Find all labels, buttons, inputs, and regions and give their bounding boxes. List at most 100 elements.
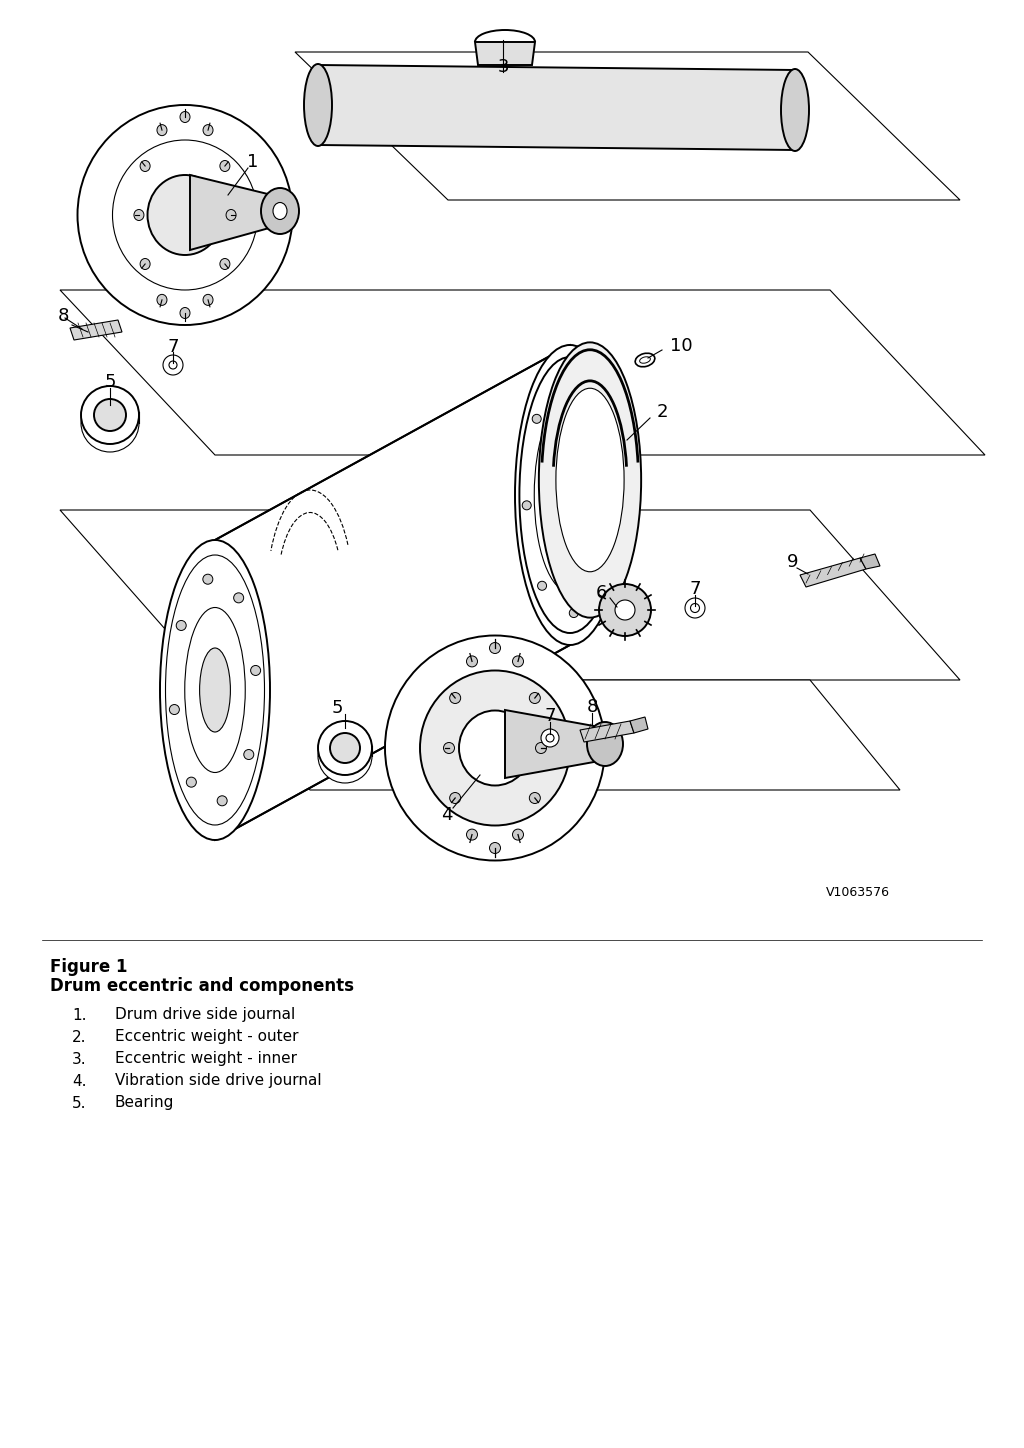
Ellipse shape — [200, 649, 230, 733]
Text: 7: 7 — [167, 337, 179, 356]
Text: Eccentric weight - inner: Eccentric weight - inner — [115, 1051, 297, 1067]
Text: 2: 2 — [657, 403, 669, 421]
Text: Eccentric weight - outer: Eccentric weight - outer — [115, 1030, 299, 1044]
Ellipse shape — [160, 540, 270, 840]
Text: 1.: 1. — [72, 1008, 86, 1022]
Ellipse shape — [318, 728, 372, 783]
Text: 4.: 4. — [72, 1073, 86, 1089]
Polygon shape — [800, 557, 866, 586]
Polygon shape — [860, 555, 880, 569]
Ellipse shape — [180, 111, 190, 123]
Polygon shape — [60, 290, 985, 455]
Text: V1063576: V1063576 — [826, 886, 890, 899]
Text: 7: 7 — [544, 707, 556, 725]
Text: Drum drive side journal: Drum drive side journal — [115, 1008, 295, 1022]
Ellipse shape — [385, 636, 605, 860]
Ellipse shape — [203, 125, 213, 136]
Polygon shape — [630, 717, 648, 733]
Text: 3: 3 — [498, 58, 509, 75]
Ellipse shape — [233, 592, 244, 602]
Ellipse shape — [81, 394, 139, 452]
Ellipse shape — [450, 792, 461, 804]
Ellipse shape — [467, 656, 477, 668]
Polygon shape — [505, 710, 605, 778]
Ellipse shape — [556, 388, 624, 572]
Polygon shape — [220, 681, 900, 791]
Text: Bearing: Bearing — [115, 1096, 174, 1111]
Ellipse shape — [512, 656, 523, 668]
Ellipse shape — [186, 778, 197, 788]
Ellipse shape — [220, 259, 230, 269]
Ellipse shape — [304, 64, 332, 146]
Polygon shape — [475, 42, 535, 65]
Ellipse shape — [163, 355, 183, 375]
Ellipse shape — [467, 830, 477, 840]
Ellipse shape — [113, 140, 257, 290]
Text: 5.: 5. — [72, 1096, 86, 1111]
Ellipse shape — [140, 259, 151, 269]
Ellipse shape — [541, 728, 559, 747]
Ellipse shape — [78, 106, 293, 324]
Text: Figure 1: Figure 1 — [50, 959, 128, 976]
Ellipse shape — [522, 501, 531, 510]
Ellipse shape — [251, 666, 261, 675]
Text: 9: 9 — [787, 553, 799, 571]
Ellipse shape — [599, 584, 651, 636]
Ellipse shape — [203, 575, 213, 584]
Ellipse shape — [536, 743, 547, 753]
Ellipse shape — [176, 621, 186, 630]
Ellipse shape — [203, 294, 213, 306]
Ellipse shape — [134, 210, 144, 220]
Ellipse shape — [318, 721, 372, 775]
Ellipse shape — [562, 372, 570, 381]
Ellipse shape — [169, 705, 179, 714]
Text: 8: 8 — [587, 698, 598, 715]
Text: 7: 7 — [689, 581, 700, 598]
Text: 8: 8 — [57, 307, 69, 324]
Ellipse shape — [635, 353, 654, 366]
Text: 5: 5 — [331, 699, 343, 717]
Ellipse shape — [529, 792, 541, 804]
Polygon shape — [318, 65, 795, 151]
Ellipse shape — [261, 188, 299, 235]
Ellipse shape — [459, 711, 531, 785]
Text: 2.: 2. — [72, 1030, 86, 1044]
Polygon shape — [215, 345, 570, 840]
Polygon shape — [70, 320, 122, 340]
Ellipse shape — [443, 743, 455, 753]
Ellipse shape — [217, 796, 227, 805]
Text: 10: 10 — [670, 337, 692, 355]
Ellipse shape — [615, 599, 635, 620]
Text: Drum eccentric and components: Drum eccentric and components — [50, 977, 354, 995]
Text: 5: 5 — [104, 374, 116, 391]
Ellipse shape — [512, 830, 523, 840]
Ellipse shape — [157, 125, 167, 136]
Ellipse shape — [244, 750, 254, 760]
Polygon shape — [295, 52, 961, 200]
Ellipse shape — [546, 734, 554, 741]
Text: 6: 6 — [595, 584, 606, 602]
Ellipse shape — [330, 733, 360, 763]
Ellipse shape — [529, 692, 541, 704]
Ellipse shape — [538, 581, 547, 591]
Text: 3.: 3. — [72, 1051, 87, 1067]
Ellipse shape — [226, 210, 237, 220]
Ellipse shape — [81, 387, 139, 445]
Text: Vibration side drive journal: Vibration side drive journal — [115, 1073, 322, 1089]
Text: 4: 4 — [441, 807, 453, 824]
Polygon shape — [60, 510, 961, 681]
Ellipse shape — [94, 400, 126, 432]
Ellipse shape — [532, 414, 542, 423]
Ellipse shape — [140, 161, 151, 171]
Ellipse shape — [169, 361, 177, 369]
Polygon shape — [190, 175, 280, 251]
Ellipse shape — [147, 175, 222, 255]
Text: 1: 1 — [248, 153, 259, 171]
Ellipse shape — [587, 723, 623, 766]
Ellipse shape — [690, 604, 699, 613]
Ellipse shape — [420, 670, 570, 825]
Ellipse shape — [539, 342, 641, 618]
Polygon shape — [580, 721, 634, 741]
Ellipse shape — [599, 566, 608, 576]
Ellipse shape — [640, 356, 650, 363]
